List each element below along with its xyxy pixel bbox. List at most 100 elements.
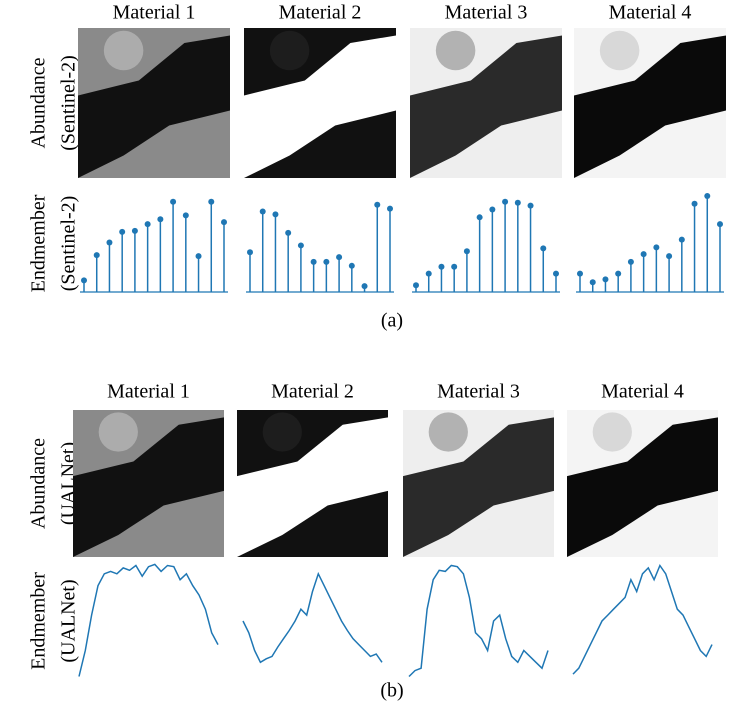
stem-marker: [208, 199, 214, 205]
endmember-line: [573, 566, 712, 675]
stem-marker: [221, 219, 227, 225]
stem-marker: [704, 193, 710, 199]
map-field: [600, 31, 640, 71]
stem: [272, 211, 278, 292]
stem-marker: [590, 279, 596, 285]
stem-marker: [641, 251, 647, 257]
stem: [196, 253, 202, 292]
endmember-line: [243, 574, 382, 663]
stem: [515, 200, 521, 292]
stem-marker: [272, 211, 278, 217]
stem-marker: [528, 203, 534, 209]
stem-marker: [81, 277, 87, 283]
stem: [311, 259, 317, 292]
abundance-map: [567, 410, 718, 557]
figure: Abundance (Sentinel-2) Endmember (Sentinel-…: [0, 0, 737, 711]
abundance-map: [73, 410, 224, 557]
stem-marker: [615, 271, 621, 277]
stem-marker: [374, 202, 380, 208]
stem: [717, 221, 723, 292]
stem-marker: [94, 252, 100, 258]
stem-marker: [387, 206, 393, 212]
stem-marker: [628, 259, 634, 265]
map-field: [436, 31, 476, 71]
stem: [387, 206, 393, 292]
stem-marker: [602, 276, 608, 282]
stem-marker: [515, 200, 521, 206]
stem: [94, 252, 100, 292]
stem-marker: [170, 199, 176, 205]
stem: [477, 214, 483, 292]
stem-marker: [477, 214, 483, 220]
stem-marker: [577, 271, 583, 277]
row-label: (UALNet): [58, 579, 80, 662]
stem: [323, 259, 329, 292]
stem: [464, 248, 470, 292]
stem-marker: [183, 212, 189, 218]
stem-marker: [489, 207, 495, 213]
stem: [553, 271, 559, 292]
stem: [489, 207, 495, 292]
abundance-map: [237, 410, 388, 557]
stem: [285, 230, 291, 292]
stem: [451, 264, 457, 292]
material-title: Material 2: [279, 2, 362, 24]
stem: [602, 276, 608, 292]
stem-marker: [464, 248, 470, 254]
material-title: Material 4: [601, 381, 684, 403]
stem: [349, 263, 355, 292]
stem: [615, 271, 621, 292]
map-field: [270, 31, 310, 71]
stem-marker: [362, 283, 368, 289]
stem-marker: [119, 229, 125, 235]
stem: [362, 283, 368, 292]
stem-marker: [666, 253, 672, 259]
stem: [628, 259, 634, 292]
stem-marker: [717, 221, 723, 227]
abundance-map: [410, 28, 562, 178]
stem-marker: [285, 230, 291, 236]
stem: [183, 212, 189, 292]
stem: [298, 242, 304, 292]
stem: [653, 244, 659, 292]
map-field: [99, 412, 138, 451]
stem: [666, 253, 672, 292]
stem: [336, 254, 342, 292]
stem: [679, 237, 685, 292]
panel-caption: (a): [381, 310, 403, 332]
stem: [145, 221, 151, 292]
stem: [247, 249, 253, 292]
stem: [132, 228, 138, 292]
map-field: [429, 412, 468, 451]
stem-marker: [413, 282, 419, 288]
stem: [157, 216, 163, 292]
stem: [170, 199, 176, 292]
stem-marker: [451, 264, 457, 270]
stem-marker: [260, 208, 266, 214]
stem: [577, 271, 583, 292]
row-label: (Sentinel-2): [58, 55, 80, 151]
stem-marker: [679, 237, 685, 243]
stem: [502, 199, 508, 292]
stem: [413, 282, 419, 292]
map-field: [104, 31, 144, 71]
stem: [692, 201, 698, 292]
endmember-line: [409, 566, 548, 677]
stem: [426, 271, 432, 292]
map-field: [593, 412, 632, 451]
stem-marker: [196, 253, 202, 259]
material-title: Material 1: [107, 381, 190, 403]
row-label: Abundance: [28, 57, 50, 148]
stem: [704, 193, 710, 292]
stem: [119, 229, 125, 292]
stem-marker: [349, 263, 355, 269]
row-label: (Sentinel-2): [58, 196, 80, 292]
row-label: Endmember: [28, 572, 50, 670]
abundance-map: [574, 28, 726, 178]
endmember-line: [79, 564, 218, 676]
stem-marker: [106, 240, 112, 246]
stem-marker: [336, 254, 342, 260]
stem-marker: [426, 271, 432, 277]
stem: [438, 264, 444, 292]
stem-marker: [540, 245, 546, 251]
